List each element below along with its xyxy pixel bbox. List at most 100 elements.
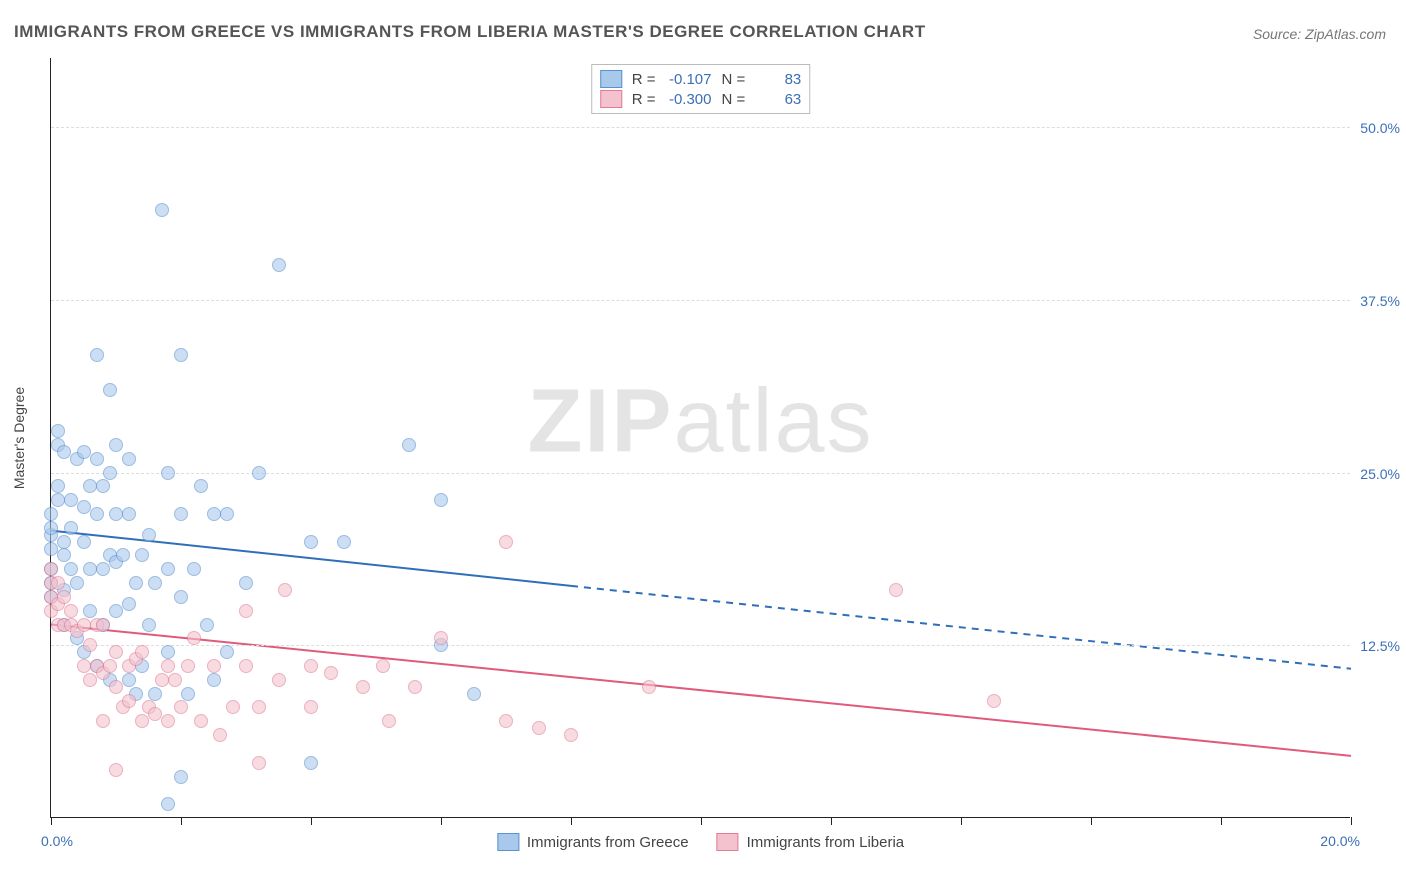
data-point [174,507,188,521]
data-point [83,673,97,687]
data-point [187,562,201,576]
data-point [213,728,227,742]
data-point [174,700,188,714]
data-point [467,687,481,701]
data-point [122,452,136,466]
data-point [77,659,91,673]
data-point [564,728,578,742]
scatter-plot-area: Master's Degree ZIPatlas R = -0.107 N = … [50,58,1350,818]
swatch-greece [497,833,519,851]
x-axis-tick [1091,817,1092,825]
data-point [304,535,318,549]
r-value-greece: -0.107 [662,71,712,88]
data-point [239,604,253,618]
data-point [122,694,136,708]
data-point [90,348,104,362]
gridline: 50.0% [51,127,1350,128]
data-point [220,645,234,659]
data-point [57,548,71,562]
data-point [90,452,104,466]
x-axis-tick [701,817,702,825]
x-axis-max-label: 20.0% [1320,833,1360,849]
data-point [96,714,110,728]
watermark: ZIPatlas [527,371,873,474]
data-point [142,528,156,542]
swatch-greece [600,70,622,88]
data-point [161,659,175,673]
data-point [200,618,214,632]
data-point [44,521,58,535]
data-point [252,700,266,714]
data-point [155,673,169,687]
r-label: R = [632,91,656,108]
data-point [135,548,149,562]
data-point [161,562,175,576]
gridline: 25.0% [51,473,1350,474]
data-point [148,707,162,721]
data-point [64,521,78,535]
swatch-liberia [717,833,739,851]
data-point [324,666,338,680]
data-point [83,604,97,618]
data-point [187,631,201,645]
n-value-liberia: 63 [751,91,801,108]
data-point [148,687,162,701]
data-point [77,535,91,549]
data-point [434,493,448,507]
y-axis-title: Master's Degree [11,386,27,488]
data-point [90,507,104,521]
data-point [109,507,123,521]
data-point [64,604,78,618]
data-point [122,673,136,687]
data-point [103,466,117,480]
data-point [194,479,208,493]
data-point [116,548,130,562]
data-point [356,680,370,694]
data-point [51,493,65,507]
n-value-greece: 83 [751,71,801,88]
data-point [987,694,1001,708]
gridline: 12.5% [51,645,1350,646]
legend-row-liberia: R = -0.300 N = 63 [600,89,802,109]
x-axis-tick [961,817,962,825]
x-axis-tick [1351,817,1352,825]
data-point [96,562,110,576]
data-point [109,763,123,777]
x-axis-min-label: 0.0% [41,833,73,849]
data-point [337,535,351,549]
data-point [174,590,188,604]
x-axis-tick [571,817,572,825]
data-point [142,618,156,632]
data-point [304,700,318,714]
data-point [161,797,175,811]
data-point [77,445,91,459]
swatch-liberia [600,90,622,108]
series-name-liberia: Immigrants from Liberia [747,834,905,851]
data-point [109,645,123,659]
gridline: 37.5% [51,300,1350,301]
data-point [220,507,234,521]
data-point [226,700,240,714]
data-point [402,438,416,452]
data-point [376,659,390,673]
x-axis-tick [1221,817,1222,825]
data-point [122,507,136,521]
data-point [109,680,123,694]
n-label: N = [722,91,746,108]
data-point [642,680,656,694]
data-point [155,203,169,217]
series-legend: Immigrants from Greece Immigrants from L… [497,833,904,851]
data-point [181,687,195,701]
data-point [174,770,188,784]
data-point [207,659,221,673]
data-point [499,535,513,549]
correlation-legend: R = -0.107 N = 83 R = -0.300 N = 63 [591,64,811,114]
y-axis-tick-label: 25.0% [1360,466,1400,482]
data-point [57,590,71,604]
data-point [96,479,110,493]
data-point [44,562,58,576]
data-point [109,438,123,452]
data-point [161,645,175,659]
n-label: N = [722,71,746,88]
x-axis-tick [311,817,312,825]
